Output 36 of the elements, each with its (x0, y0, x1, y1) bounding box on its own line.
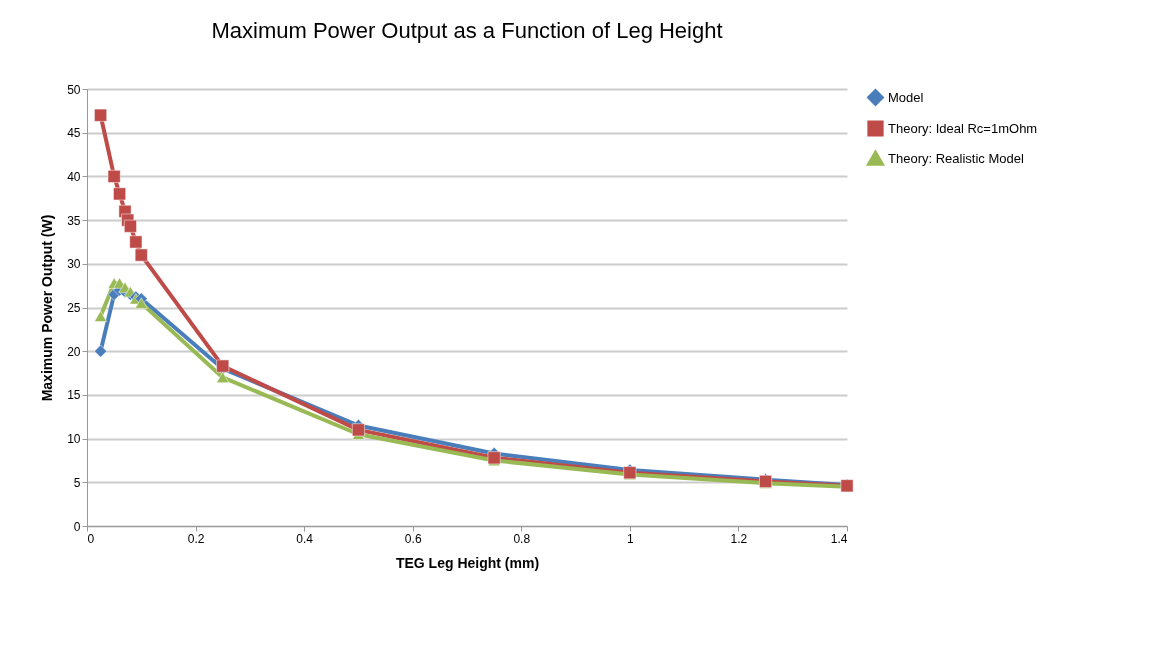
point (134, 248, 148, 262)
x-tick-label: 0 (87, 531, 95, 546)
x-tick-label: 1.2 (730, 531, 748, 546)
point (134, 297, 148, 309)
x-axis-title: TEG Leg Height (mm) (395, 554, 540, 571)
point (352, 423, 365, 437)
y-tick-label: 5 (73, 475, 81, 490)
y-tick-label: 20 (67, 344, 81, 359)
x-tick-label: 0.6 (404, 531, 422, 546)
legend-label: Theory: Ideal Rc=1mOhm (888, 120, 1038, 136)
point (107, 170, 121, 183)
chart-title: Maximum Power Output as a Function of Leg Height (211, 18, 723, 43)
point (94, 310, 107, 322)
point (94, 108, 107, 122)
y-tick-label: 10 (67, 432, 81, 447)
y-tick-label: 50 (67, 82, 81, 97)
point (94, 344, 107, 358)
y-tick-label: 45 (67, 126, 81, 141)
x-tick-label: 0.2 (187, 531, 205, 546)
y-tick-label: 25 (67, 301, 81, 315)
y-tick-label: 0 (73, 519, 81, 534)
legend-label: Model (888, 89, 924, 105)
point (129, 235, 143, 249)
y-axis-title: Maximum Power Output (W) (39, 214, 56, 402)
x-tick-label: 1.4 (830, 531, 848, 546)
y-tick-label: 30 (67, 257, 81, 272)
legend-label: Theory: Realistic Model (888, 150, 1024, 166)
point (216, 371, 230, 383)
y-tick-label: 15 (67, 388, 81, 403)
point (113, 187, 126, 201)
y-tick-label: 35 (67, 213, 81, 228)
x-tick-label: 0.8 (513, 531, 531, 546)
x-tick-label: 1 (627, 531, 635, 546)
x-tick-label: 0.4 (296, 531, 314, 546)
y-tick-label: 40 (67, 169, 81, 184)
point (124, 219, 137, 233)
